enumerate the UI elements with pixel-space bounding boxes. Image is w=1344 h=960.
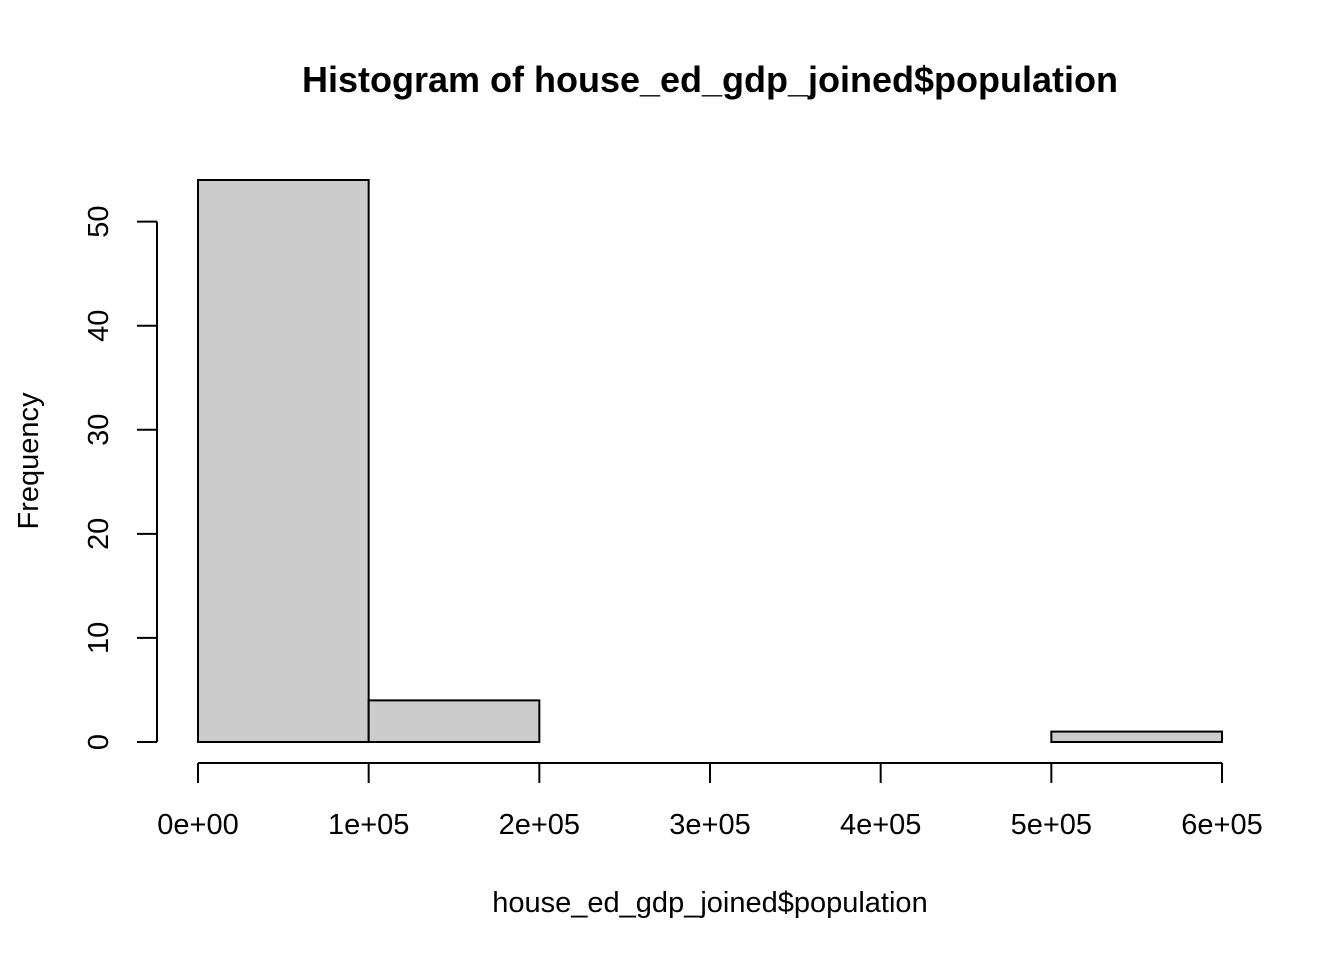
x-tick-label-3: 3e+05 [669,809,750,841]
y-axis-label: Frequency [13,392,45,530]
y-tick-label-5: 50 [83,205,115,237]
y-axis: 0 10 20 30 40 50 [83,205,158,750]
y-tick-label-3: 30 [83,414,115,446]
x-tick-label-5: 5e+05 [1011,809,1092,841]
y-tick-label-1: 10 [83,622,115,654]
x-tick-label-6: 6e+05 [1181,809,1262,841]
x-tick-label-4: 4e+05 [840,809,921,841]
histogram-bar-1 [367,699,541,743]
bars-group [197,179,1224,743]
y-tick-label-2: 20 [83,518,115,550]
x-axis: 0e+00 1e+05 2e+05 3e+05 4e+05 5e+05 6e+05 [157,762,1263,841]
x-tick-label-1: 1e+05 [328,809,409,841]
histogram-bar-0 [197,179,370,743]
x-tick-label-2: 2e+05 [499,809,580,841]
histogram-bar-5 [1050,730,1224,743]
x-axis-label: house_ed_gdp_joined$population [492,887,927,919]
x-tick-label-0: 0e+00 [157,809,238,841]
y-tick-label-0: 0 [83,734,115,750]
y-tick-label-4: 40 [83,310,115,342]
chart-title: Histogram of house_ed_gdp_joined$populat… [302,59,1118,100]
